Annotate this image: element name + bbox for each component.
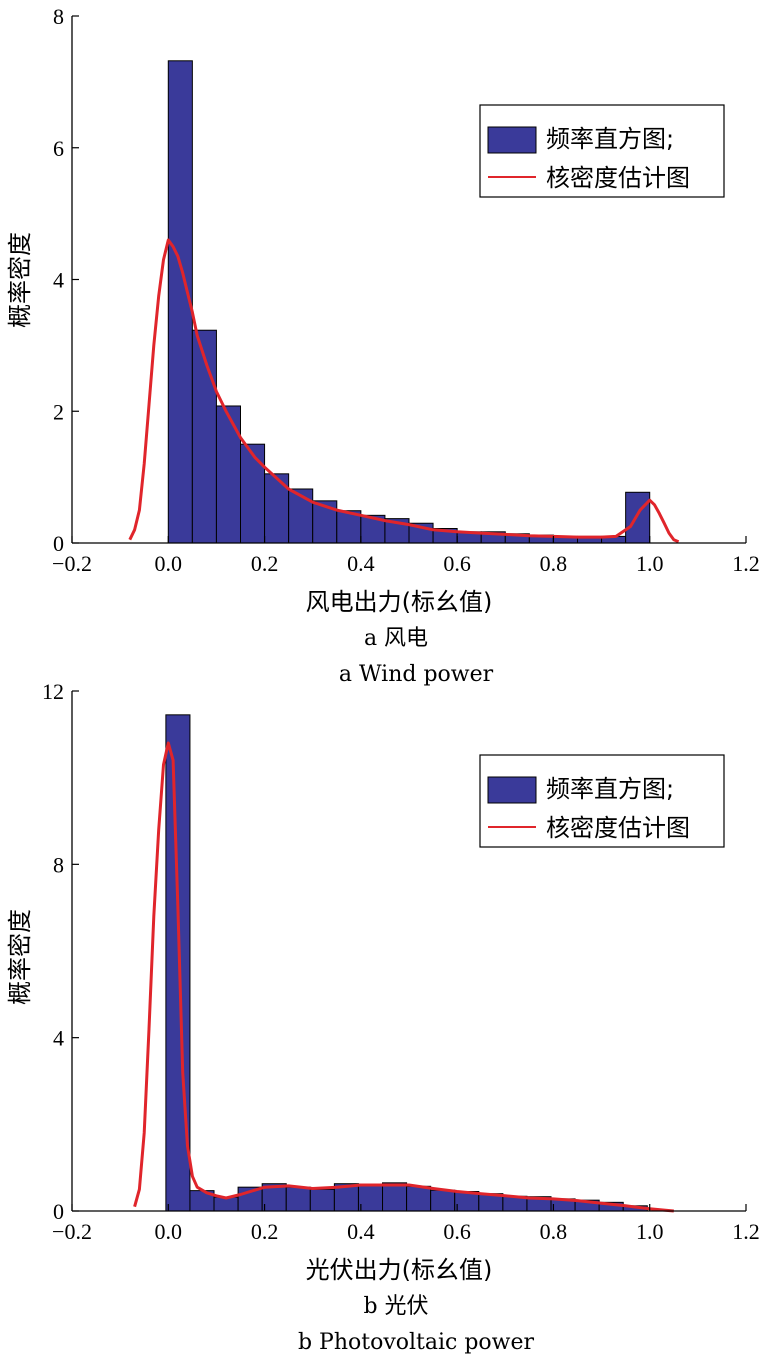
x-tick-label: 0.8 [540,551,568,576]
y-tick-label: 12 [42,679,64,704]
x-tick-label: 0.0 [155,1219,183,1244]
x-tick-label: 0.2 [251,551,279,576]
legend: 频率直方图; 核密度估计图 [479,104,725,198]
histogram-bar [165,714,191,1212]
histogram-bar [357,1183,384,1212]
legend-label-kde: 核密度估计图 [546,164,690,192]
histogram-bar [382,1182,408,1212]
kde-curve [133,741,674,1213]
chart-panel-b: −0.2 0.0 0.2 0.4 0.6 0.8 1.0 1.2 0 4 8 12 概率密度光伏出力(标… [6,679,760,1355]
y-tick-label: 6 [53,136,64,161]
histogram-bar [285,1186,311,1212]
histogram-bar [191,329,217,544]
legend-label-histogram: 频率直方图; [546,125,674,153]
y-tick-label: 0 [53,1199,64,1224]
legend-label-histogram: 频率直方图; [546,775,674,803]
histogram-bar [625,491,651,544]
x-tick-label: 0.6 [443,1219,471,1244]
x-tick-label: 1.2 [732,551,760,576]
kde-curve [128,238,680,544]
y-tick-label: 4 [53,268,64,293]
histogram-bars [167,60,651,544]
y-tick-label: 0 [53,531,64,556]
x-tick-label: 0.0 [155,551,183,576]
histogram-bar [215,405,242,544]
x-tick-label: 0.6 [443,551,471,576]
y-axis-label: 概率密度 [6,232,34,328]
x-tick-label: 1.0 [636,551,664,576]
y-tick-label: 2 [53,399,64,424]
x-tick-label: 1.2 [732,1219,760,1244]
x-tick-label: 0.4 [347,1219,375,1244]
chart-panel-a: −0.2 0.0 0.2 0.4 0.6 0.8 1.0 1.2 0 2 4 6 8 概率密度风电出力(标… [6,4,760,687]
caption-chinese: b 光伏 [363,1294,428,1319]
histogram-bar [336,510,362,544]
caption-english: b Photovoltaic power [298,1330,535,1355]
histogram-bar [430,1189,456,1212]
y-tick-label: 4 [53,1026,64,1051]
caption-chinese: a 风电 [364,626,428,651]
x-tick-label: 0.2 [251,1219,279,1244]
x-axis-label: 光伏出力(标幺值) [306,1256,493,1284]
histogram-bar [240,443,266,544]
x-tick-label: 0.4 [347,551,375,576]
legend-swatch-histogram [487,126,537,154]
y-tick-label: 8 [53,852,64,877]
x-axis-label: 风电出力(标幺值) [306,588,493,616]
legend-label-kde: 核密度估计图 [546,814,690,842]
y-tick-label: 8 [53,4,64,29]
x-tick-label: 0.8 [540,1219,568,1244]
histogram-bar [406,1185,432,1212]
x-tick-label: −0.2 [52,551,92,576]
x-tick-label: −0.2 [52,1219,92,1244]
legend: 频率直方图; 核密度估计图 [479,754,725,848]
histogram-bar [309,1188,335,1212]
histogram-bar [288,488,314,544]
caption-english: a Wind power [339,662,494,687]
y-axis-label: 概率密度 [6,909,34,1005]
x-tick-label: 1.0 [636,1219,664,1244]
legend-swatch-histogram [487,776,537,804]
